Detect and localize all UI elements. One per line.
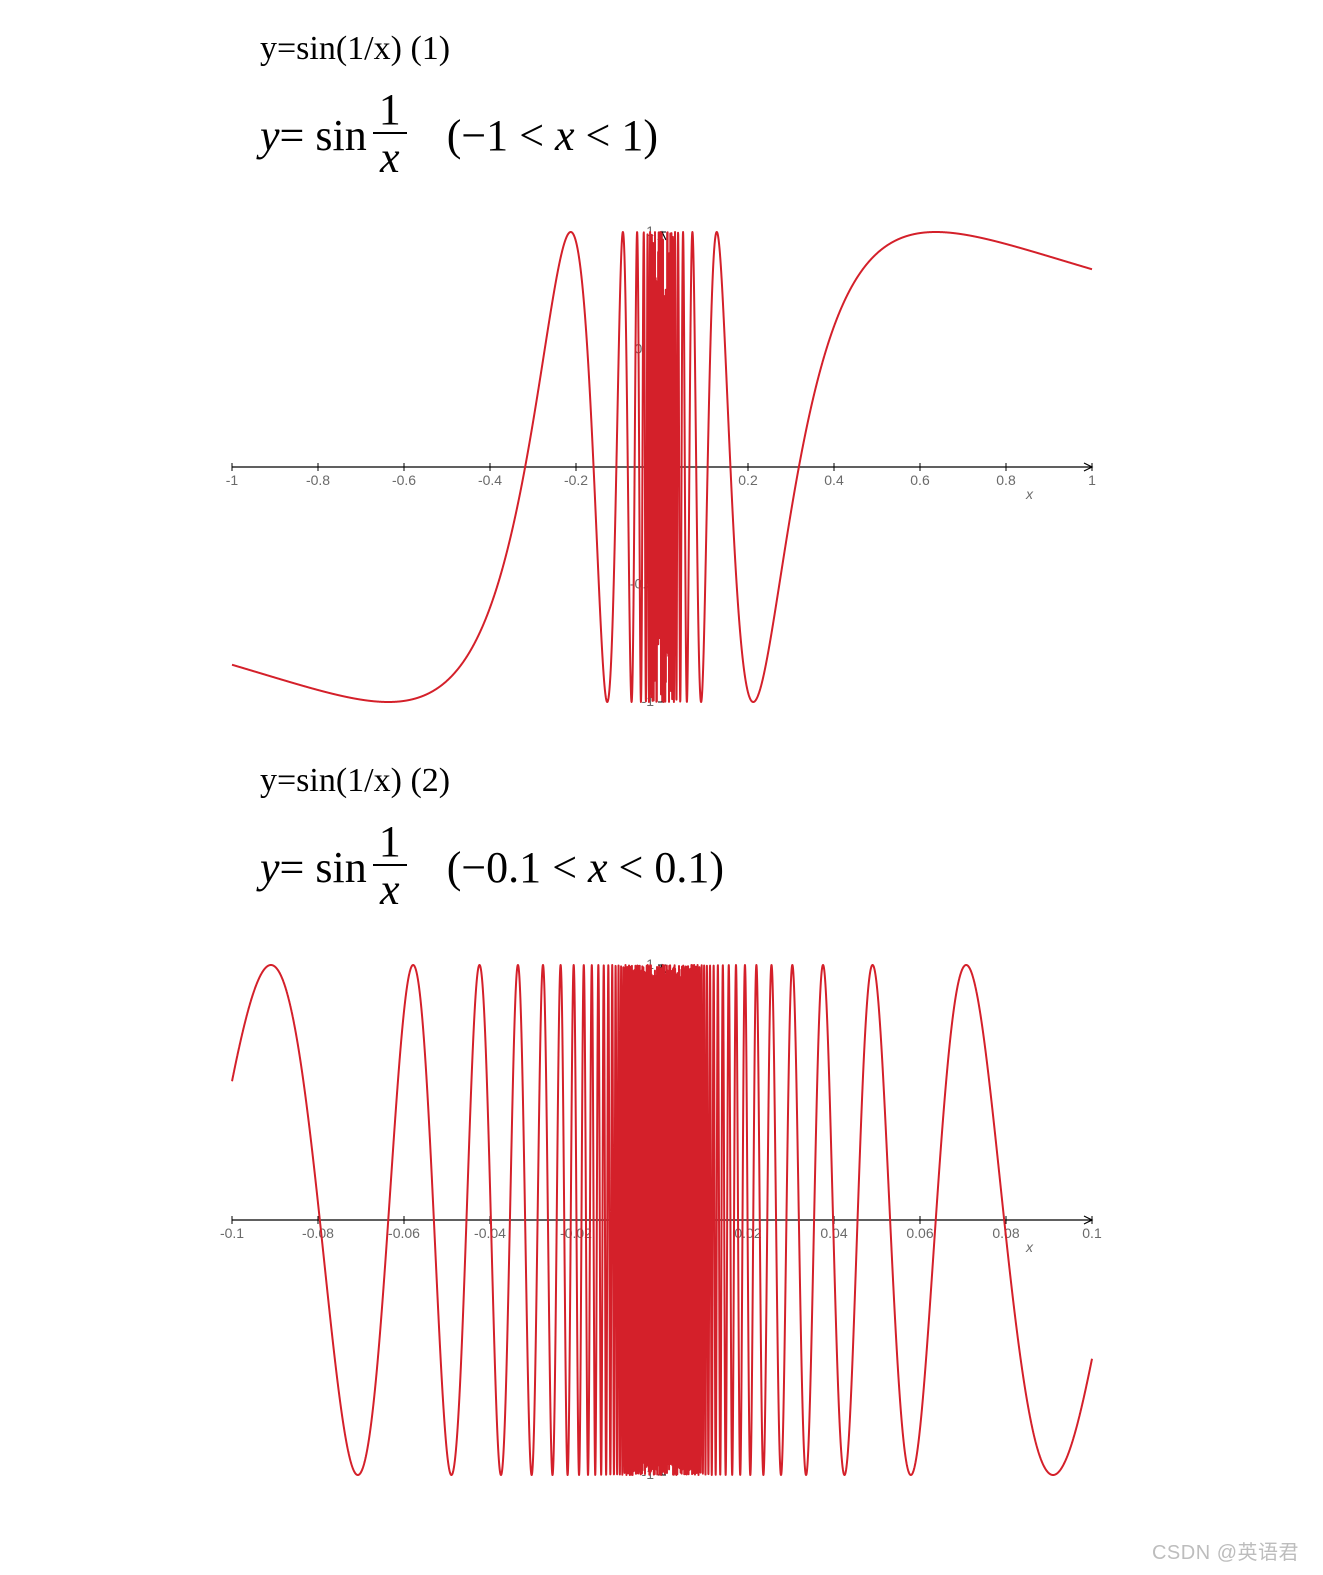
- equation-2-domain-open: (: [447, 843, 462, 892]
- watermark: CSDN @英语君: [1152, 1536, 1299, 1565]
- chart-2-wrap: -0.1-0.08-0.06-0.04-0.020.020.040.060.08…: [0, 945, 1323, 1505]
- equation-1-domain-var: x: [555, 111, 575, 160]
- chart-2: -0.1-0.08-0.06-0.04-0.020.020.040.060.08…: [202, 945, 1122, 1505]
- svg-text:0.2: 0.2: [738, 472, 758, 488]
- svg-text:-0.1: -0.1: [219, 1225, 243, 1241]
- equation-1-frac: 1 x: [373, 88, 407, 182]
- chart-1-wrap: -1-0.8-0.6-0.4-0.20.20.40.60.81-1-0.50.5…: [0, 212, 1323, 732]
- svg-text:-0.2: -0.2: [563, 472, 587, 488]
- section-2: y=sin(1/x) (2) y = sin 1 x (−0.1 < x < 0…: [0, 762, 1323, 1504]
- equation-2-den: x: [374, 866, 406, 914]
- equation-1-domain-lt2: <: [575, 111, 622, 160]
- equation-1: y = sin 1 x (−1 < x < 1): [260, 88, 1323, 182]
- svg-text:0.1: 0.1: [1082, 1225, 1102, 1241]
- svg-text:0.8: 0.8: [996, 472, 1016, 488]
- equation-2-domain-var: x: [588, 843, 608, 892]
- equation-2-domain-lt2: <: [608, 843, 655, 892]
- svg-text:1: 1: [1088, 472, 1096, 488]
- equation-2-domain: (−0.1 < x < 0.1): [447, 842, 724, 893]
- equation-1-domain-close: ): [643, 111, 658, 160]
- equation-1-domain-open: (: [447, 111, 462, 160]
- equation-2-domain-lo: −0.1: [461, 843, 541, 892]
- equation-2-y: y: [260, 842, 280, 893]
- svg-text:-0.08: -0.08: [302, 1225, 334, 1241]
- svg-text:x: x: [1025, 1239, 1034, 1255]
- svg-text:-0.04: -0.04: [474, 1225, 506, 1241]
- equation-1-domain-lo: −1: [461, 111, 508, 160]
- equation-2-num: 1: [373, 820, 407, 866]
- chart-1: -1-0.8-0.6-0.4-0.20.20.40.60.81-1-0.50.5…: [202, 212, 1122, 732]
- equation-1-lhs: y = sin 1 x: [260, 88, 407, 182]
- svg-text:0.6: 0.6: [910, 472, 930, 488]
- equation-2-eq: = sin: [280, 842, 367, 893]
- caption-2: y=sin(1/x) (2): [260, 762, 1323, 800]
- svg-text:-0.6: -0.6: [391, 472, 415, 488]
- svg-text:0.4: 0.4: [824, 472, 844, 488]
- svg-text:-0.8: -0.8: [305, 472, 329, 488]
- equation-2-domain-hi: 0.1: [654, 843, 709, 892]
- equation-1-num: 1: [373, 88, 407, 134]
- equation-1-domain-hi: 1: [621, 111, 643, 160]
- equation-1-den: x: [374, 134, 406, 182]
- equation-2: y = sin 1 x (−0.1 < x < 0.1): [260, 820, 1323, 914]
- svg-text:-0.06: -0.06: [388, 1225, 420, 1241]
- equation-1-eq: = sin: [280, 110, 367, 161]
- section-1: y=sin(1/x) (1) y = sin 1 x (−1 < x < 1) …: [0, 30, 1323, 732]
- svg-text:-0.4: -0.4: [477, 472, 501, 488]
- svg-text:0.06: 0.06: [906, 1225, 933, 1241]
- equation-1-y: y: [260, 110, 280, 161]
- equation-2-domain-lt1: <: [541, 843, 588, 892]
- equation-2-frac: 1 x: [373, 820, 407, 914]
- equation-1-domain-lt1: <: [508, 111, 555, 160]
- svg-text:-1: -1: [225, 472, 238, 488]
- equation-1-domain: (−1 < x < 1): [447, 110, 658, 161]
- svg-text:x: x: [1025, 486, 1034, 502]
- equation-2-domain-close: ): [709, 843, 724, 892]
- caption-1: y=sin(1/x) (1): [260, 30, 1323, 68]
- equation-2-lhs: y = sin 1 x: [260, 820, 407, 914]
- page: y=sin(1/x) (1) y = sin 1 x (−1 < x < 1) …: [0, 0, 1323, 1575]
